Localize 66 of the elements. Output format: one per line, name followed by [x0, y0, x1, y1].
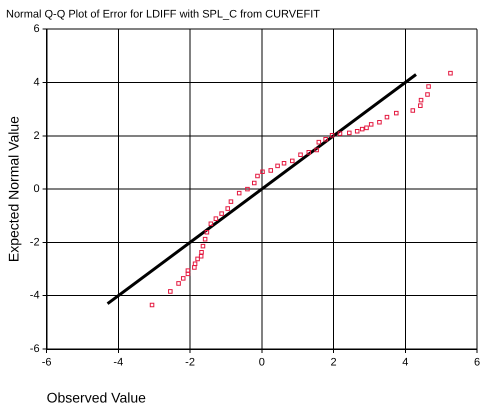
point — [347, 130, 352, 136]
point — [364, 126, 369, 130]
y-tick-label: -2 — [30, 236, 40, 248]
point — [425, 92, 430, 97]
point — [200, 244, 206, 248]
point — [314, 148, 319, 152]
x-tick-label: -4 — [113, 356, 124, 369]
point — [168, 289, 173, 294]
point — [298, 152, 303, 157]
x-tick-label: 0 — [258, 356, 265, 369]
point — [236, 190, 242, 196]
chart-title: Normal Q-Q Plot of Error for LDIFF with SPL_C from CURVEFIT — [6, 8, 320, 21]
point — [176, 281, 181, 286]
point — [219, 211, 224, 216]
x-tick-label: -6 — [42, 356, 52, 369]
y-tick-label: 6 — [33, 23, 40, 36]
point — [245, 186, 250, 192]
y-tick-label: 4 — [33, 76, 40, 89]
y-tick-label: -6 — [30, 343, 40, 356]
point — [252, 180, 257, 186]
point — [316, 140, 322, 144]
y-tick-label: 2 — [33, 130, 40, 142]
point — [275, 164, 280, 168]
point — [282, 160, 286, 166]
y-tick-label: -4 — [30, 290, 40, 302]
point — [448, 70, 453, 76]
point — [306, 150, 312, 155]
point — [228, 199, 234, 204]
point — [180, 276, 186, 281]
point — [330, 133, 334, 138]
point — [150, 302, 154, 308]
point — [268, 168, 274, 173]
x-axis-title: Observed Value — [46, 389, 146, 406]
point — [204, 230, 210, 235]
point — [214, 216, 218, 221]
point — [418, 98, 424, 102]
point — [360, 126, 364, 132]
point — [192, 265, 197, 270]
point — [195, 256, 200, 262]
point — [198, 254, 204, 259]
point — [202, 236, 208, 242]
y-tick-label: 0 — [33, 183, 40, 196]
point — [368, 122, 374, 127]
point — [384, 114, 390, 120]
point — [290, 158, 295, 164]
point — [186, 268, 190, 273]
point — [192, 261, 198, 266]
point — [186, 272, 190, 276]
x-tick-label: 2 — [330, 356, 337, 369]
point — [338, 131, 342, 136]
y-axis-title: Expected Normal Value — [5, 116, 22, 262]
point — [354, 129, 360, 134]
point — [255, 174, 260, 178]
point — [418, 103, 423, 108]
x-tick-label: 4 — [402, 356, 408, 369]
point — [323, 136, 328, 142]
point — [394, 110, 399, 116]
point — [377, 120, 382, 124]
point — [410, 108, 416, 113]
point — [225, 206, 230, 211]
point — [260, 170, 265, 174]
x-tick-label: 6 — [474, 356, 480, 369]
point — [426, 84, 431, 89]
point — [199, 250, 204, 255]
point — [208, 221, 214, 226]
x-tick-label: -2 — [185, 356, 195, 369]
